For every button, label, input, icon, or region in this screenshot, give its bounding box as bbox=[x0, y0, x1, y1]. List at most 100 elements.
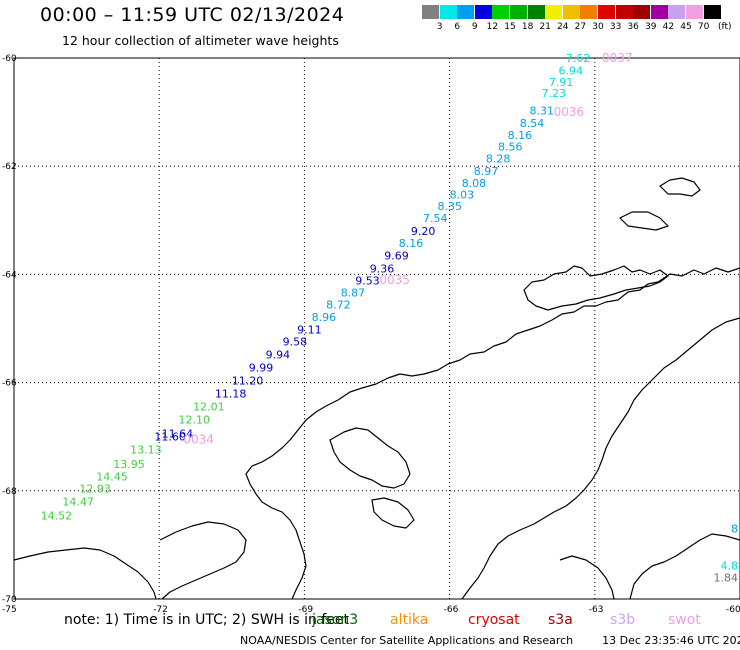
color-scale-tick: 21 bbox=[539, 22, 551, 32]
color-scale-swatch bbox=[598, 5, 615, 19]
color-scale-tick: 27 bbox=[574, 22, 587, 32]
satellite-legend-jason3: jason3 bbox=[312, 612, 359, 628]
footer-credit: NOAA/NESDIS Center for Satellite Applica… bbox=[240, 634, 574, 647]
altimeter-track: 7.626.947.917.238.318.548.168.568.288.97… bbox=[41, 51, 738, 584]
wave-height-value: 8.03 bbox=[450, 188, 475, 201]
page-subtitle: 12 hour collection of altimeter wave hei… bbox=[62, 33, 339, 48]
color-scale-tick: 42 bbox=[662, 22, 675, 32]
color-scale-tick: 30 bbox=[592, 22, 604, 32]
wave-height-value: 11.18 bbox=[215, 387, 247, 400]
color-scale-swatch bbox=[527, 5, 545, 19]
wave-height-value: 11.60 bbox=[154, 431, 186, 444]
wave-height-value: 9.11 bbox=[297, 324, 322, 337]
wave-height-value: 13.95 bbox=[113, 458, 145, 471]
wave-height-value: 12.10 bbox=[179, 413, 211, 426]
wave-height-value: 4.8 bbox=[721, 559, 739, 572]
wave-height-value: 8.72 bbox=[326, 299, 351, 312]
color-scale-swatch bbox=[439, 5, 457, 19]
longitude-label: -66 bbox=[444, 605, 459, 615]
color-scale-swatch bbox=[457, 5, 475, 19]
color-scale-swatch bbox=[580, 5, 598, 19]
page-title: 00:00 – 11:59 UTC 02/13/2024 bbox=[40, 4, 345, 26]
alexander-island bbox=[159, 521, 247, 600]
wave-height-value: 9.99 bbox=[249, 361, 273, 374]
wave-height-value: 8 bbox=[731, 523, 738, 536]
satellite-legend-cryosat: cryosat bbox=[468, 612, 520, 628]
wave-height-value: 8.28 bbox=[486, 153, 511, 166]
longitude-label: -72 bbox=[153, 605, 168, 615]
color-scale-swatch bbox=[492, 5, 510, 19]
color-scale-swatch bbox=[703, 5, 721, 19]
satellite-legend-s3b: s3b bbox=[610, 612, 636, 628]
wave-height-value: 8.96 bbox=[312, 311, 337, 324]
color-scale-tick: 6 bbox=[454, 22, 461, 32]
legend-note: note: 1) Time is in UTC; 2) SWH is in fe… bbox=[64, 612, 350, 628]
wave-height-value: 8.54 bbox=[520, 117, 545, 130]
color-scale-tick: 33 bbox=[609, 22, 622, 32]
latitude-label: -64 bbox=[2, 270, 17, 280]
island-coast bbox=[523, 265, 669, 311]
wave-height-value: 13.13 bbox=[130, 444, 162, 457]
wave-height-value: 7.62 bbox=[566, 52, 591, 65]
wave-height-value: 8.35 bbox=[438, 200, 463, 213]
color-scale-tick: 24 bbox=[557, 22, 569, 32]
wave-height-value: 6.94 bbox=[559, 64, 584, 77]
latitude-label: -60 bbox=[2, 54, 17, 64]
time-label: 0035 bbox=[379, 273, 410, 287]
wave-height-value: 9.94 bbox=[266, 348, 291, 361]
wave-height-value: 8.31 bbox=[529, 104, 554, 117]
color-scale-swatch bbox=[562, 5, 580, 19]
latitude-label: -66 bbox=[2, 379, 17, 389]
wave-height-value: 7.91 bbox=[549, 76, 574, 89]
wave-height-value: 14.52 bbox=[41, 510, 72, 523]
color-scale-tick: 36 bbox=[627, 22, 639, 32]
map-frame bbox=[13, 57, 740, 600]
south-coast bbox=[629, 533, 740, 600]
color-scale-swatch bbox=[668, 5, 686, 19]
color-scale-tick: 18 bbox=[521, 22, 534, 32]
latitude-labels: -60 -62 -64 -66 -68 -70 bbox=[2, 54, 17, 605]
wave-height-value: 1.84 bbox=[714, 571, 739, 584]
sw-coast bbox=[13, 547, 157, 600]
color-scale-tick: 9 bbox=[471, 22, 478, 32]
wave-height-value: 9.20 bbox=[411, 225, 436, 238]
wave-height-value: 9.69 bbox=[384, 249, 409, 262]
wave-height-value: 8.16 bbox=[508, 129, 533, 142]
wave-height-value: 14.47 bbox=[62, 496, 94, 509]
time-label: 0036 bbox=[554, 105, 585, 119]
color-scale-swatch bbox=[545, 5, 563, 19]
wave-height-value: 12.01 bbox=[193, 400, 225, 413]
color-scale-swatch bbox=[510, 5, 527, 19]
time-label: 0037 bbox=[602, 51, 633, 65]
wave-height-value: 8.87 bbox=[341, 286, 366, 299]
color-scale-swatch bbox=[650, 5, 668, 19]
longitude-labels: -75 -72 -69 -66 -63 -60 bbox=[2, 605, 740, 615]
wave-height-value: 11.20 bbox=[232, 374, 263, 387]
wave-height-value: 14.45 bbox=[96, 471, 128, 484]
wave-height-value: 9.36 bbox=[370, 262, 395, 275]
color-scale-unit: (ft) bbox=[718, 22, 732, 32]
color-scale-swatch bbox=[633, 5, 651, 19]
wave-height-value: 7.54 bbox=[423, 212, 448, 225]
island-west bbox=[371, 497, 415, 529]
footer-timestamp: 13 Dec 23:35:46 UTC 2024 bbox=[602, 634, 740, 647]
longitude-label: -75 bbox=[2, 605, 17, 615]
latitude-label: -70 bbox=[2, 595, 17, 605]
color-scale-tick: 3 bbox=[436, 22, 443, 32]
coastline bbox=[13, 177, 740, 600]
latitude-label: -62 bbox=[2, 162, 17, 172]
satellite-legend-altika: altika bbox=[390, 612, 429, 628]
time-label: 0034 bbox=[183, 432, 214, 446]
satellite-legend-swot: swot bbox=[668, 612, 701, 628]
color-scale-swatch bbox=[686, 5, 703, 19]
peninsula-coast-east bbox=[461, 317, 740, 600]
wave-height-value: 8.16 bbox=[399, 237, 424, 250]
wave-height-value: 9.58 bbox=[283, 335, 308, 348]
wave-height-value: 7.23 bbox=[542, 87, 567, 100]
marguerite-bay bbox=[329, 427, 411, 489]
satellite-legend-s3a: s3a bbox=[548, 612, 573, 628]
color-scale-swatch bbox=[615, 5, 633, 19]
latitude-label: -68 bbox=[2, 487, 17, 497]
peninsula-coast bbox=[245, 267, 740, 600]
